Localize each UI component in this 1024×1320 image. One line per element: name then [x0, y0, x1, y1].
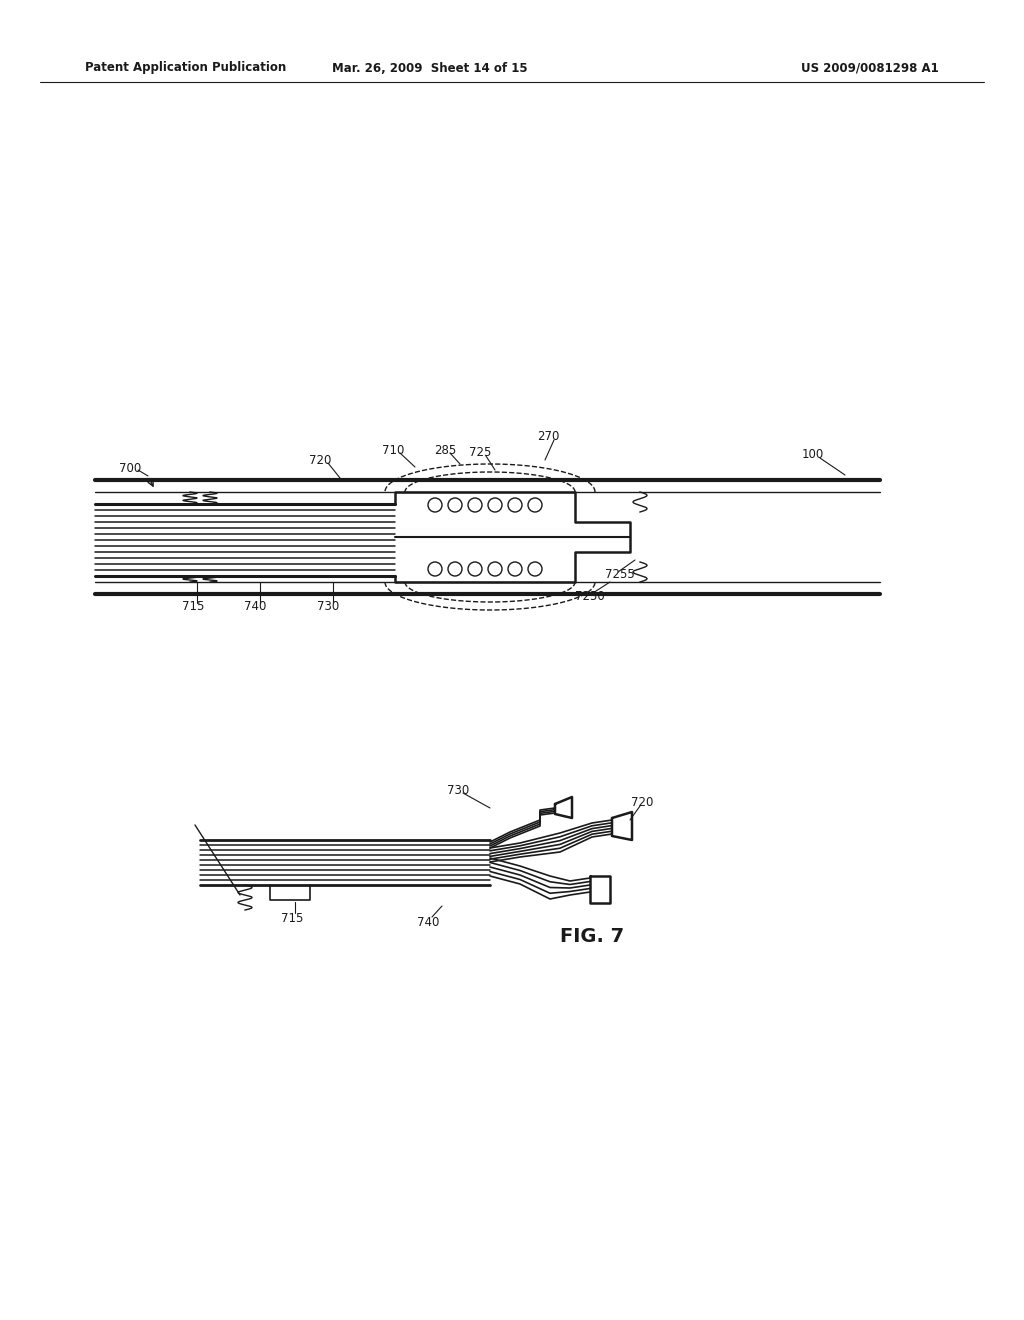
- Text: 715: 715: [182, 599, 204, 612]
- Text: FIG. 7: FIG. 7: [560, 928, 624, 946]
- Text: US 2009/0081298 A1: US 2009/0081298 A1: [801, 62, 939, 74]
- Text: 7250: 7250: [575, 590, 605, 602]
- Text: 700: 700: [119, 462, 141, 474]
- Text: 720: 720: [631, 796, 653, 809]
- Text: Mar. 26, 2009  Sheet 14 of 15: Mar. 26, 2009 Sheet 14 of 15: [332, 62, 527, 74]
- Text: 730: 730: [316, 599, 339, 612]
- Text: 740: 740: [417, 916, 439, 929]
- Text: 725: 725: [469, 446, 492, 458]
- Text: Patent Application Publication: Patent Application Publication: [85, 62, 287, 74]
- Text: 710: 710: [382, 444, 404, 457]
- Text: 715: 715: [281, 912, 303, 924]
- Text: 100: 100: [802, 449, 824, 462]
- Text: 740: 740: [244, 599, 266, 612]
- Text: 720: 720: [309, 454, 331, 466]
- Text: 285: 285: [434, 444, 456, 457]
- Text: 7255: 7255: [605, 569, 635, 582]
- Text: 270: 270: [537, 429, 559, 442]
- Text: 730: 730: [446, 784, 469, 796]
